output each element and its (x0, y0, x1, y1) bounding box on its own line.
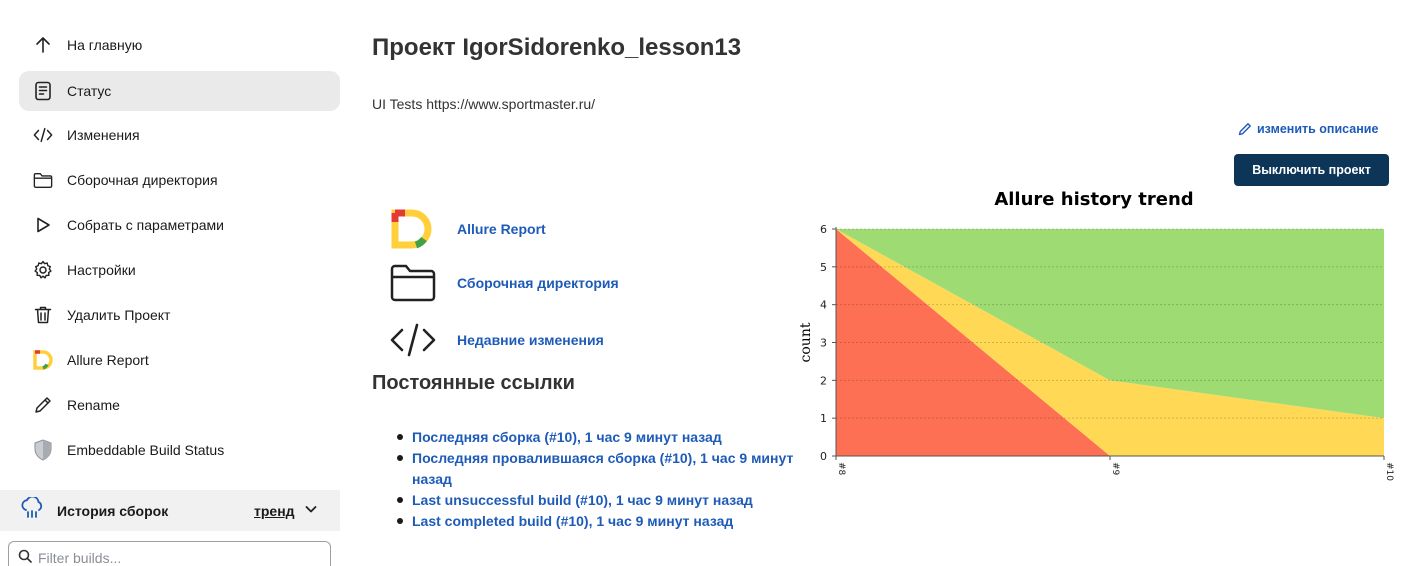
edit-description-label: изменить описание (1257, 122, 1379, 136)
build-history-header: История сборок тренд (0, 490, 340, 531)
allure-report-link[interactable]: Allure Report (457, 221, 546, 237)
build-history-title: История сборок (57, 502, 169, 519)
sidebar-item-label: Собрать с параметрами (67, 217, 224, 233)
sidebar-item-label: Rename (67, 397, 120, 413)
chevron-down-icon[interactable] (304, 502, 318, 521)
y-tick-label: 2 (820, 374, 827, 387)
code-icon (33, 125, 53, 145)
allure-report-link-row: Allure Report (388, 207, 546, 251)
y-tick-label: 0 (820, 450, 827, 463)
search-icon (18, 549, 32, 566)
y-tick-label: 6 (820, 223, 827, 236)
sidebar-item-label: На главную (67, 37, 143, 53)
sidebar-item-label: Настройки (67, 262, 136, 278)
page-title: Проект IgorSidorenko_lesson13 (372, 34, 742, 61)
chart-title: Allure history trend (994, 189, 1194, 210)
gear-icon (33, 260, 53, 280)
sidebar-item-label: Изменения (67, 127, 140, 143)
sidebar-item-label: Allure Report (67, 352, 149, 368)
recent-changes-link-row: Недавние изменения (388, 318, 604, 362)
sidebar-item-build-with-params[interactable]: Собрать с параметрами (19, 205, 340, 245)
sidebar-item-settings[interactable]: Настройки (19, 250, 340, 290)
document-icon (33, 81, 53, 101)
sidebar-item-rename[interactable]: Rename (19, 385, 340, 425)
y-tick-label: 4 (820, 299, 827, 312)
x-tick-label: #10 (1384, 462, 1394, 481)
trash-icon (33, 305, 53, 325)
list-item: Last unsuccessful build (#10), 1 час 9 м… (397, 490, 802, 511)
folder-icon (388, 261, 438, 305)
sidebar-item-label: Удалить Проект (67, 307, 171, 323)
y-axis-label: count (798, 322, 814, 362)
disable-project-button[interactable]: Выключить проект (1234, 154, 1389, 186)
sidebar-item-embeddable-build-status[interactable]: Embeddable Build Status (19, 430, 340, 470)
allure-trend-chart[interactable]: 0 1 2 3 4 5 6 #8 #9 #10 count (790, 214, 1394, 490)
sidebar: На главную Статус Изменения Сборочная ди… (0, 0, 350, 566)
x-tick-label: #9 (1110, 462, 1120, 476)
sidebar-item-home[interactable]: На главную (19, 25, 340, 65)
sidebar-item-allure-report[interactable]: Allure Report (19, 340, 340, 380)
filter-builds-field (8, 541, 331, 566)
series-area-0 (836, 229, 1384, 456)
shield-icon (33, 439, 53, 461)
sidebar-item-label: Сборочная директория (67, 172, 218, 188)
permalink-last-failed-build[interactable]: Последняя провалившаяся сборка (#10), 1 … (412, 450, 794, 487)
sidebar-item-delete-project[interactable]: Удалить Проект (19, 295, 340, 335)
code-icon (388, 318, 438, 362)
workspace-link-row: Сборочная директория (388, 261, 619, 305)
edit-description-link[interactable]: изменить описание (1238, 122, 1378, 136)
y-tick-label: 5 (820, 261, 827, 274)
sidebar-item-label: Embeddable Build Status (67, 442, 225, 458)
sidebar-item-changes[interactable]: Изменения (19, 115, 340, 155)
permalink-last-build[interactable]: Последняя сборка (#10), 1 час 9 минут на… (412, 429, 722, 445)
project-description: UI Tests https://www.sportmaster.ru/ (372, 96, 596, 112)
permalink-last-completed-build[interactable]: Last completed build (#10), 1 час 9 мину… (412, 513, 734, 529)
sidebar-item-label: Статус (67, 83, 112, 99)
list-item: Последняя провалившаяся сборка (#10), 1 … (397, 448, 802, 490)
workspace-link[interactable]: Сборочная директория (457, 275, 619, 291)
recent-changes-link[interactable]: Недавние изменения (457, 332, 604, 348)
pencil-icon (33, 395, 53, 415)
permalinks-title: Постоянные ссылки (372, 372, 575, 394)
list-item: Last completed build (#10), 1 час 9 мину… (397, 511, 802, 532)
allure-icon (33, 350, 53, 370)
filter-builds-input[interactable] (38, 550, 318, 566)
permalink-last-unsuccessful-build[interactable]: Last unsuccessful build (#10), 1 час 9 м… (412, 492, 753, 508)
y-tick-label: 3 (820, 337, 827, 350)
play-icon (33, 215, 53, 235)
list-item: Последняя сборка (#10), 1 час 9 минут на… (397, 427, 802, 448)
arrow-up-icon (33, 35, 53, 55)
cloud-rain-icon (19, 495, 45, 524)
folder-icon (33, 170, 53, 190)
y-tick-label: 1 (820, 412, 827, 425)
sidebar-item-status[interactable]: Статус (19, 71, 340, 111)
sidebar-item-workspace[interactable]: Сборочная директория (19, 160, 340, 200)
allure-icon (388, 207, 438, 251)
permalinks-list: Последняя сборка (#10), 1 час 9 минут на… (397, 427, 802, 532)
x-tick-label: #8 (836, 462, 846, 476)
pencil-icon (1238, 123, 1251, 136)
series-area-2 (836, 229, 1384, 419)
trend-link[interactable]: тренд (254, 502, 295, 519)
